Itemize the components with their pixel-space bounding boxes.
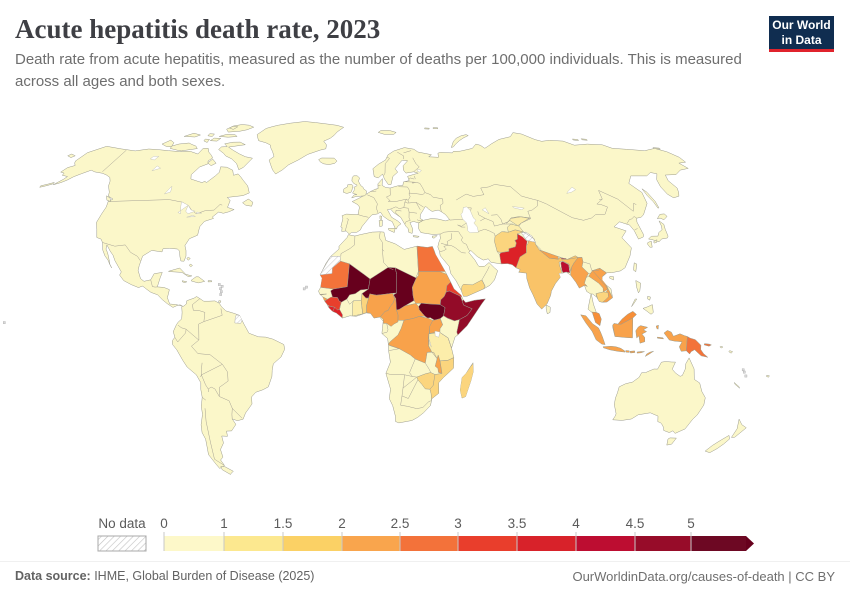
svg-text:1: 1 [220,516,228,531]
svg-text:3: 3 [454,516,462,531]
svg-text:1.5: 1.5 [274,516,293,531]
svg-text:No data: No data [98,516,146,531]
svg-text:2: 2 [338,516,346,531]
svg-text:3.5: 3.5 [508,516,527,531]
svg-text:2.5: 2.5 [391,516,410,531]
svg-text:4: 4 [572,516,580,531]
svg-text:5: 5 [687,516,695,531]
svg-text:0: 0 [160,516,168,531]
svg-text:4.5: 4.5 [626,516,645,531]
